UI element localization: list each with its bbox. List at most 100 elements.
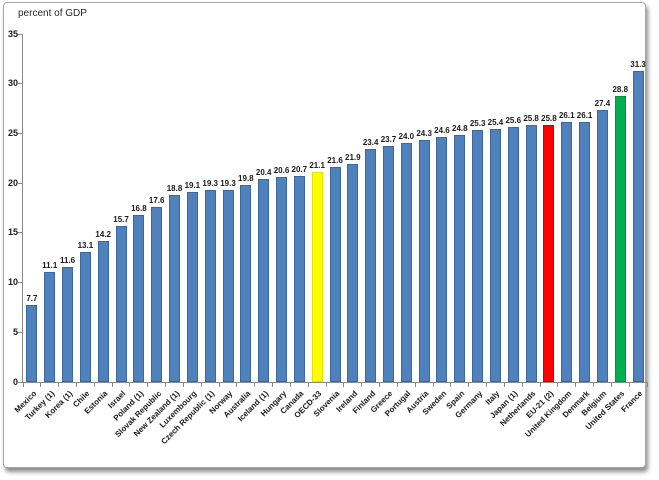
x-tick-mark (147, 383, 149, 387)
bar-australia (240, 185, 252, 382)
x-tick-mark (111, 383, 113, 387)
bar-new-zealand-1 (169, 195, 181, 382)
bar-canada (293, 176, 305, 382)
bar-greece (382, 146, 394, 382)
bar-germany (472, 130, 484, 382)
y-tick-label: 20 (7, 177, 18, 188)
y-tick-label: 15 (7, 227, 18, 238)
bar-value-ireland: 21.9 (345, 153, 361, 163)
y-tick-label: 35 (7, 28, 18, 39)
bar-value-united-kingdom: 26.1 (558, 111, 575, 121)
x-tick-mark (361, 383, 363, 387)
bar-value-norway: 19.3 (220, 179, 236, 189)
bar-value-netherlands: 25.8 (523, 114, 539, 124)
x-tick-mark (165, 383, 167, 387)
x-tick-mark (254, 383, 256, 387)
bar-value-united-states: 28.8 (612, 84, 629, 94)
bar-eu-21-2 (543, 125, 555, 382)
y-tick-mark (18, 83, 22, 85)
x-tick-mark (218, 383, 220, 387)
x-tick-mark (325, 383, 327, 387)
bar-estonia (97, 240, 109, 382)
bar-united-kingdom (561, 122, 573, 382)
x-tick-mark (40, 383, 42, 387)
bar-israel (115, 225, 127, 382)
x-tick-mark (236, 383, 238, 387)
x-tick-mark (414, 383, 416, 387)
x-tick-mark (593, 383, 594, 387)
y-tick-mark (18, 331, 22, 333)
bar-value-estonia: 14.2 (95, 229, 111, 239)
bar-value-canada: 20.7 (291, 165, 308, 175)
x-tick-mark (182, 383, 184, 387)
y-tick-label: 30 (7, 78, 18, 89)
bar-sweden (436, 137, 448, 382)
x-tick-mark (58, 383, 60, 387)
bar-poland-1 (133, 214, 145, 382)
bar-turkey-1 (44, 271, 56, 382)
bar-value-poland-1: 16.8 (131, 203, 147, 213)
bar-value-australia: 19.8 (238, 174, 254, 184)
bar-korea-1 (62, 266, 74, 382)
bar-united-states (614, 95, 626, 382)
bar-value-greece: 23.7 (380, 135, 397, 145)
chart-title: percent of GDP (18, 8, 87, 19)
x-tick-mark (307, 383, 309, 387)
bar-value-israel: 15.7 (113, 214, 129, 224)
bar-hungary (276, 177, 287, 382)
bar-value-japan-1: 25.6 (505, 116, 522, 126)
bar-belgium (596, 109, 608, 382)
y-tick-mark (18, 132, 22, 134)
bar-slovenia (329, 167, 341, 382)
y-tick-mark (18, 282, 22, 284)
x-tick-mark (200, 383, 202, 387)
x-tick-mark (343, 383, 345, 387)
x-tick-mark (432, 383, 434, 387)
y-tick-label: 0 (12, 376, 18, 387)
bar-value-turkey-1: 11.1 (42, 260, 58, 270)
bar-portugal (400, 143, 412, 382)
x-tick-mark (75, 383, 77, 387)
bar-value-denmark: 26.1 (576, 111, 593, 121)
x-tick-mark (557, 383, 559, 387)
x-tick-mark (486, 383, 488, 387)
x-tick-mark (450, 383, 452, 387)
bar-value-italy: 25.4 (487, 118, 504, 128)
y-tick-mark (18, 33, 22, 35)
bar-italy (489, 129, 501, 382)
bar-value-spain: 24.8 (452, 124, 468, 134)
bar-value-czech-republic-1: 19.3 (202, 179, 218, 189)
bar-value-austria: 24.3 (416, 129, 432, 139)
x-tick-mark (539, 383, 541, 387)
bar-value-germany: 25.3 (469, 119, 486, 129)
bar-mexico (26, 305, 38, 382)
bar-value-portugal: 24.0 (398, 132, 415, 142)
bar-japan-1 (507, 127, 519, 382)
bar-denmark (579, 122, 591, 382)
bar-value-new-zealand-1: 18.8 (166, 184, 183, 194)
x-tick-mark (22, 383, 24, 387)
y-axis-line (22, 34, 23, 383)
x-tick-mark (628, 383, 630, 387)
bar-value-chile: 13.1 (77, 240, 94, 250)
bar-value-sweden: 24.6 (434, 126, 450, 136)
y-tick-mark (18, 182, 22, 184)
bar-value-finland: 23.4 (362, 138, 379, 148)
bar-slovak-republic (151, 207, 163, 382)
bar-austria (418, 140, 430, 382)
y-tick-mark (18, 381, 22, 383)
y-tick-mark (18, 232, 22, 234)
x-tick-mark (468, 383, 470, 387)
plot-area: 0 5 10 15 20 25 30 35 7.7 Mexico 11.1 Turkey (1) 11.… (8, 29, 648, 446)
bar-finland (365, 149, 377, 382)
bar-chile (79, 251, 91, 382)
x-axis-line (22, 382, 648, 383)
bar-value-eu-21-2: 25.8 (541, 114, 557, 124)
y-tick-label: 10 (7, 277, 18, 288)
bar-iceland-1 (258, 179, 270, 382)
x-tick-mark (272, 383, 274, 387)
bar-value-france: 31.3 (630, 59, 646, 69)
y-tick-label: 25 (7, 127, 18, 138)
x-tick-mark (646, 383, 648, 387)
x-tick-mark (575, 383, 577, 387)
